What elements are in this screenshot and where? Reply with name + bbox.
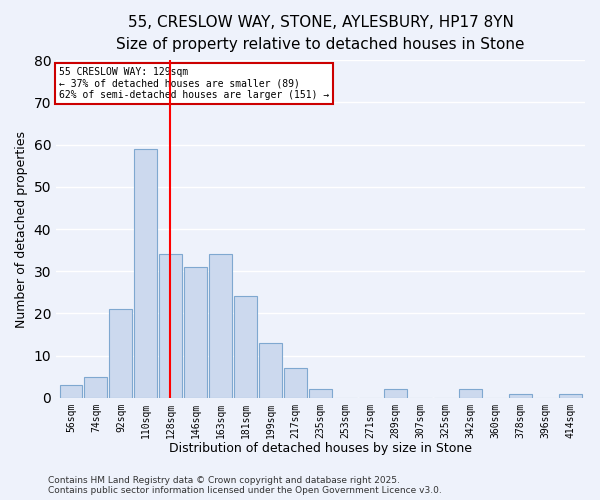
Bar: [109, 309, 133, 398]
Y-axis label: Number of detached properties: Number of detached properties: [15, 130, 28, 328]
Bar: [459, 390, 482, 398]
Bar: [284, 368, 307, 398]
Bar: [509, 394, 532, 398]
Title: 55, CRESLOW WAY, STONE, AYLESBURY, HP17 8YN
Size of property relative to detache: 55, CRESLOW WAY, STONE, AYLESBURY, HP17 …: [116, 15, 525, 52]
Bar: [259, 343, 282, 398]
Bar: [59, 385, 82, 398]
Text: 55 CRESLOW WAY: 129sqm
← 37% of detached houses are smaller (89)
62% of semi-det: 55 CRESLOW WAY: 129sqm ← 37% of detached…: [59, 67, 329, 100]
Bar: [309, 390, 332, 398]
Bar: [85, 376, 107, 398]
Bar: [160, 254, 182, 398]
Bar: [384, 390, 407, 398]
Bar: [184, 267, 207, 398]
Bar: [559, 394, 581, 398]
Bar: [134, 149, 157, 398]
Bar: [209, 254, 232, 398]
X-axis label: Distribution of detached houses by size in Stone: Distribution of detached houses by size …: [169, 442, 472, 455]
Text: Contains HM Land Registry data © Crown copyright and database right 2025.
Contai: Contains HM Land Registry data © Crown c…: [48, 476, 442, 495]
Bar: [234, 296, 257, 398]
